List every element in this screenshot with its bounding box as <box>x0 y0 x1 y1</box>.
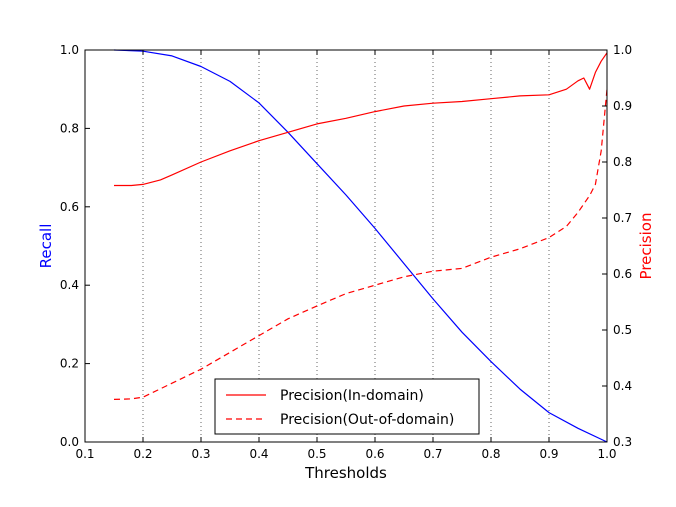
x-tick-label: 0.3 <box>191 447 210 461</box>
right-y-tick-label: 1.0 <box>613 43 632 57</box>
left-y-axis-label: Recall <box>37 224 55 269</box>
x-tick-label: 1.0 <box>597 447 616 461</box>
x-axis-ticks: 0.1 0.2 0.3 0.4 0.5 0.6 0.7 0.8 0.9 1.0 <box>75 50 617 461</box>
series-line-precision-out <box>113 89 608 400</box>
right-y-tick-label: 0.9 <box>613 99 632 113</box>
x-tick-label: 0.1 <box>75 447 94 461</box>
x-tick-label: 0.8 <box>481 447 500 461</box>
left-y-tick-label: 0.4 <box>60 278 79 292</box>
right-y-tick-label: 0.6 <box>613 267 632 281</box>
x-tick-label: 0.7 <box>423 447 442 461</box>
x-tick-label: 0.9 <box>539 447 558 461</box>
plot-frame <box>84 49 608 443</box>
x-tick-label: 0.4 <box>249 447 268 461</box>
series-line-recall <box>113 49 608 443</box>
left-y-tick-label: 0.8 <box>60 121 79 135</box>
right-y-tick-label: 0.8 <box>613 155 632 169</box>
right-y-tick-label: 0.5 <box>613 323 632 337</box>
right-y-tick-label: 0.7 <box>613 211 632 225</box>
x-tick-label: 0.2 <box>133 447 152 461</box>
right-y-tick-label: 0.4 <box>613 379 632 393</box>
x-tick-label: 0.5 <box>307 447 326 461</box>
left-y-tick-label: 0.0 <box>60 435 79 449</box>
left-y-axis-ticks: 0.0 0.2 0.4 0.6 0.8 1.0 <box>60 43 90 449</box>
legend-label-out-of-domain: Precision(Out-of-domain) <box>280 412 454 428</box>
legend: Precision(In-domain) Precision(Out-of-do… <box>214 378 480 435</box>
right-y-tick-label: 0.3 <box>613 435 632 449</box>
x-axis-label: Thresholds <box>304 464 387 482</box>
right-y-axis-ticks: 0.3 0.4 0.5 0.6 0.7 0.8 0.9 1.0 <box>602 43 632 449</box>
left-y-tick-label: 0.2 <box>60 357 79 371</box>
left-y-tick-label: 1.0 <box>60 43 79 57</box>
x-tick-label: 0.6 <box>365 447 384 461</box>
series-line-precision-in <box>114 52 608 187</box>
grid <box>142 50 550 442</box>
legend-box <box>214 378 480 435</box>
legend-label-in-domain: Precision(In-domain) <box>280 388 424 404</box>
series-layer <box>113 49 608 443</box>
right-y-axis-label: Precision <box>637 213 655 280</box>
left-y-tick-label: 0.6 <box>60 200 79 214</box>
